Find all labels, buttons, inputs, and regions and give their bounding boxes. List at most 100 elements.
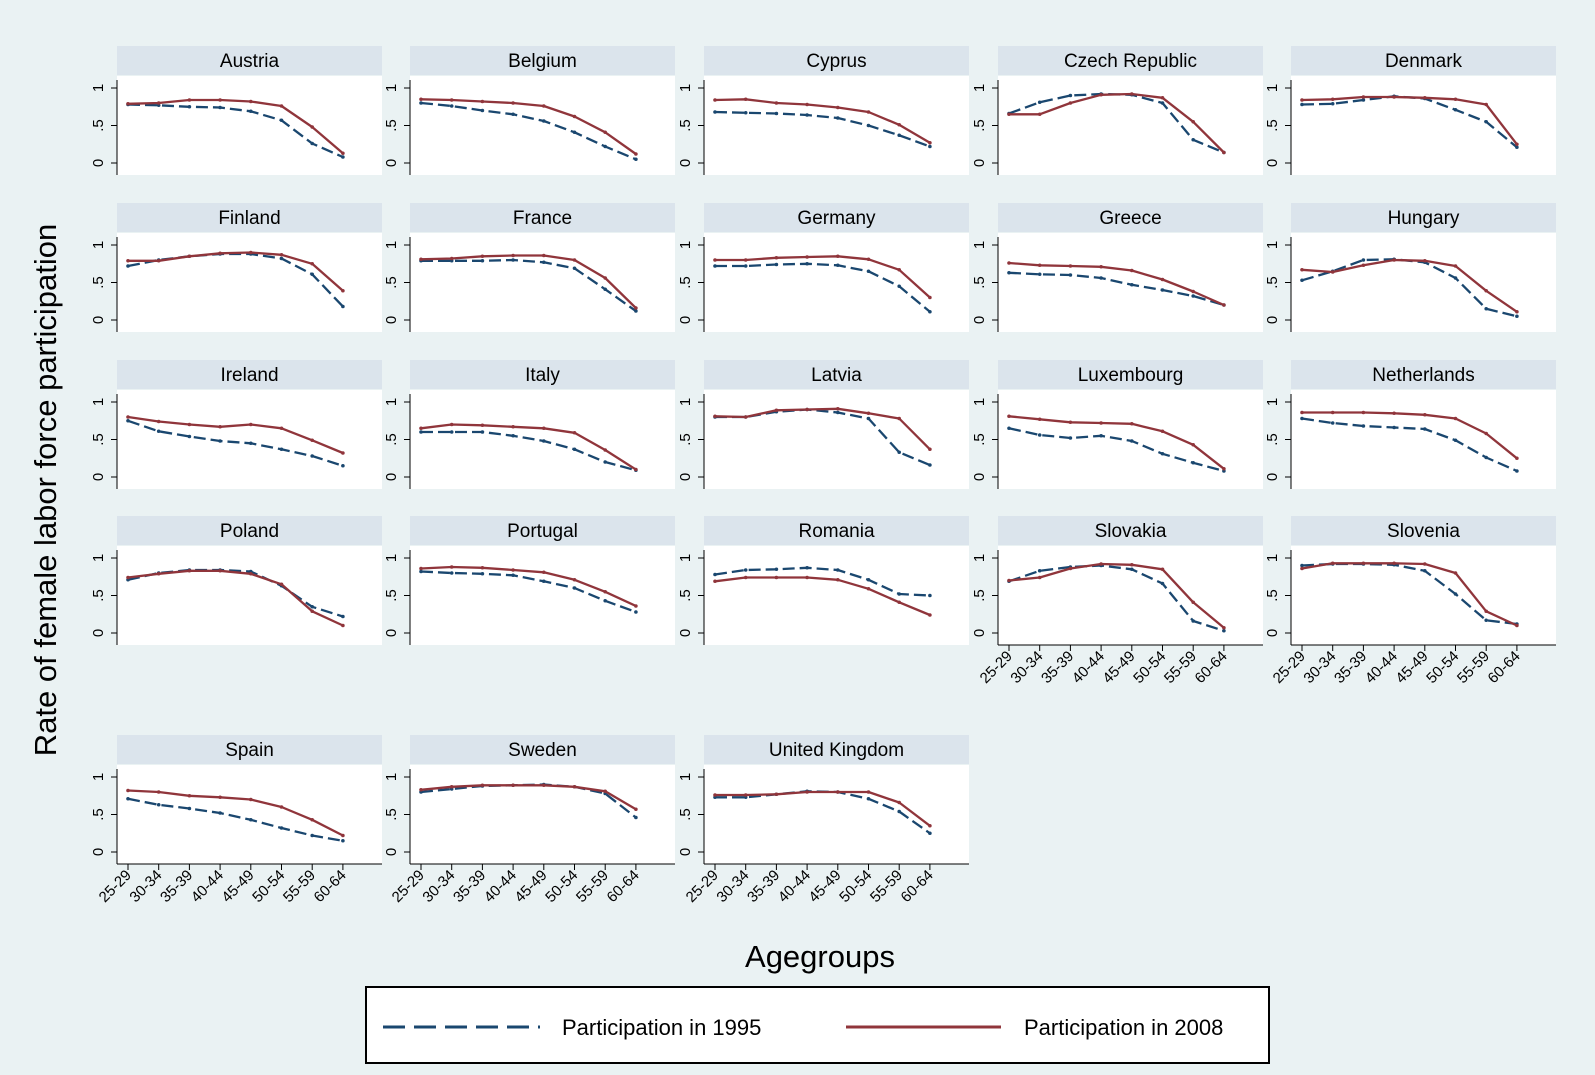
series-2008-point: [341, 833, 345, 838]
series-1995-point: [511, 258, 515, 262]
y-tick-label: .5: [90, 119, 107, 132]
y-tick-label: .5: [383, 808, 400, 821]
series-1995-point: [1037, 100, 1042, 105]
series-1995-point: [1191, 460, 1195, 465]
y-tick-label: 0: [677, 159, 694, 167]
y-tick-label: .5: [677, 589, 694, 602]
series-2008-point: [542, 426, 546, 431]
series-1995-line: [714, 110, 931, 148]
series-2008-point: [126, 575, 130, 580]
y-tick-label: 1: [1264, 84, 1281, 92]
legend-label-1995: Participation in 1995: [562, 1015, 761, 1040]
series-1995-point: [279, 118, 284, 123]
series-1995-point: [1361, 98, 1366, 102]
series-2008-point: [1484, 288, 1488, 293]
series-1995-point: [1361, 258, 1366, 262]
series-2008-point: [1068, 264, 1073, 268]
series-2008-point: [1453, 571, 1458, 575]
series-1995-point: [572, 447, 577, 452]
series-2008-line: [127, 569, 344, 627]
series-1995-point: [480, 571, 485, 576]
series-1995-point: [310, 454, 315, 458]
y-axis-title: Rate of female labor force participation: [28, 224, 63, 756]
series-1995-point: [1330, 421, 1335, 425]
series-2008-point: [603, 130, 607, 135]
series-2008-point: [805, 255, 809, 259]
series-2008-line: [1302, 411, 1518, 460]
series-1995-point: [1099, 276, 1103, 280]
facet-panel: Luxembourg 0 .5 1: [971, 360, 1263, 489]
y-tick-label: 1: [677, 241, 694, 249]
y-tick-label: 1: [383, 84, 400, 92]
y-tick-label: 0: [383, 629, 400, 637]
series-1995-point: [310, 272, 315, 277]
series-1995-point: [1515, 469, 1519, 473]
y-tick-label: .5: [677, 808, 694, 821]
series-1995-point: [1037, 272, 1042, 277]
series-2008-point: [1392, 258, 1396, 262]
series-2008-point: [928, 823, 932, 828]
series-2008-point: [1515, 309, 1519, 314]
series-2008-point: [743, 415, 748, 419]
series-1995-point: [897, 284, 901, 289]
facet-panel: Romania 0 .5 1: [677, 516, 969, 645]
series-1995-point: [1007, 426, 1011, 431]
series-1995-point: [743, 568, 748, 572]
series-1995-point: [218, 439, 222, 443]
series-1995-point: [1191, 137, 1195, 142]
y-tick-label: .5: [971, 276, 988, 289]
facet-strip: [117, 203, 382, 232]
facet-strip: [410, 203, 675, 232]
series-1995-point: [572, 266, 577, 271]
series-2008-point: [866, 411, 871, 416]
series-1995-point: [218, 105, 222, 110]
series-1995-point: [1160, 581, 1165, 586]
series-1995-point: [928, 463, 932, 467]
facet-title: United Kingdom: [769, 740, 904, 761]
series-2008-point: [480, 99, 485, 104]
facet-title: Belgium: [508, 51, 577, 72]
series-1995-point: [1037, 433, 1042, 437]
facet-panel: Greece 0 .5 1: [971, 203, 1263, 332]
series-2008-point: [713, 793, 717, 797]
series-1995-point: [866, 577, 871, 582]
series-2008-point: [1037, 575, 1042, 580]
series-1995-point: [1330, 101, 1335, 106]
series-1995-point: [866, 269, 871, 274]
y-tick-label: 0: [383, 316, 400, 324]
series-2008-line: [1008, 415, 1225, 470]
y-tick-label: 1: [383, 241, 400, 249]
series-2008-point: [1330, 561, 1335, 566]
y-tick-label: .5: [971, 433, 988, 446]
y-tick-label: 0: [383, 848, 400, 856]
legend: Participation in 1995 Participation in 2…: [365, 986, 1270, 1064]
plot-area: [998, 233, 1263, 332]
series-1995-point: [249, 441, 253, 446]
series-1995-line: [1008, 271, 1225, 307]
series-1995-point: [187, 434, 192, 439]
series-1995-point: [1191, 294, 1195, 298]
facet-panel: Poland 0 .5 1: [90, 516, 382, 645]
y-tick-label: 1: [677, 84, 694, 92]
y-tick-label: 1: [971, 84, 988, 92]
facet-panel: Sweden0.5125-2930-3435-3940-4445-4950-54…: [383, 735, 675, 906]
series-1995-point: [341, 463, 345, 468]
series-2008-point: [126, 415, 130, 419]
series-2008-point: [449, 98, 454, 102]
series-2008-line: [1008, 261, 1225, 307]
series-2008-point: [1423, 258, 1427, 263]
series-2008-line: [127, 415, 344, 455]
y-tick-label: 0: [1264, 316, 1281, 324]
series-2008-point: [480, 783, 485, 788]
facet-panel: Finland 0 .5 1: [90, 203, 382, 332]
facet-strip: [1291, 360, 1556, 389]
series-2008-point: [419, 257, 423, 262]
facet-panel: Netherlands 0 .5 1: [1264, 360, 1556, 489]
series-2008-point: [1130, 268, 1134, 273]
series-1995-point: [511, 112, 515, 117]
facet-strip: [998, 360, 1263, 389]
series-1995-point: [1130, 282, 1134, 287]
series-2008-point: [836, 577, 840, 582]
series-1995-point: [1484, 455, 1488, 460]
series-2008-point: [1099, 92, 1103, 97]
